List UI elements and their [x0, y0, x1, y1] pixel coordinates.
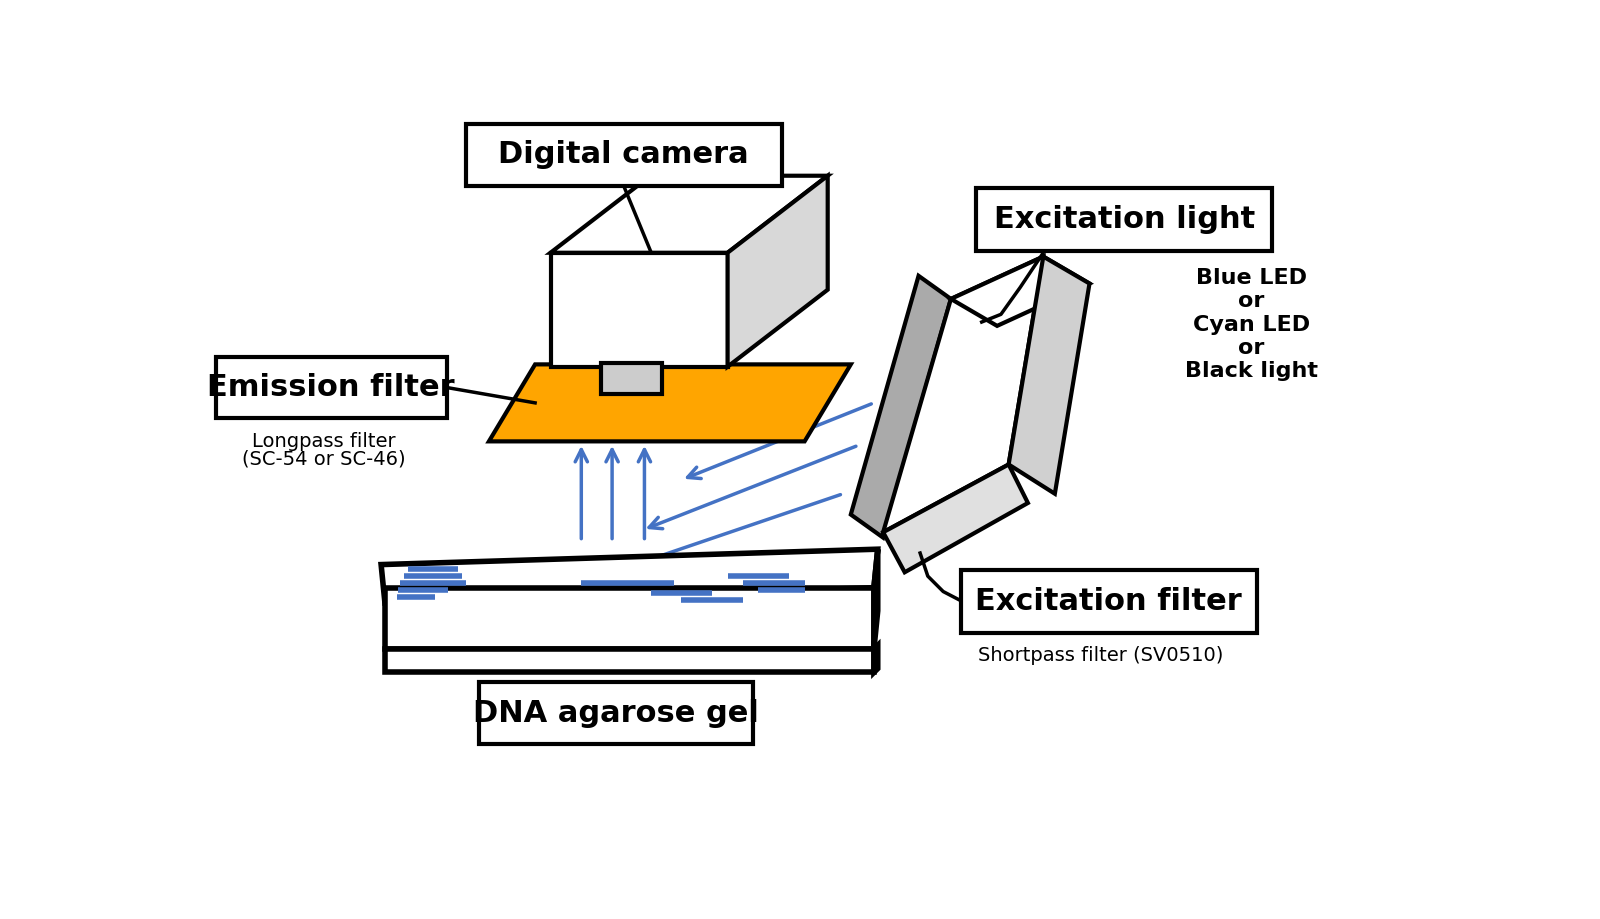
Polygon shape — [883, 256, 1043, 532]
Bar — [386, 650, 874, 673]
Polygon shape — [950, 256, 1090, 326]
Polygon shape — [883, 464, 1027, 573]
FancyBboxPatch shape — [480, 683, 752, 744]
Text: Blue LED
or
Cyan LED
or
Black light: Blue LED or Cyan LED or Black light — [1184, 268, 1318, 381]
Text: Excitation light: Excitation light — [994, 205, 1254, 234]
Text: Emission filter: Emission filter — [208, 373, 454, 402]
FancyBboxPatch shape — [466, 124, 781, 186]
Polygon shape — [490, 364, 851, 441]
Bar — [386, 587, 874, 650]
Polygon shape — [381, 550, 878, 603]
Text: Digital camera: Digital camera — [498, 141, 749, 169]
Polygon shape — [874, 645, 878, 673]
Text: Shortpass filter (SV0510): Shortpass filter (SV0510) — [978, 646, 1224, 665]
FancyBboxPatch shape — [216, 357, 446, 418]
FancyBboxPatch shape — [976, 188, 1272, 251]
Polygon shape — [851, 276, 950, 538]
FancyBboxPatch shape — [960, 570, 1258, 633]
Polygon shape — [874, 550, 878, 650]
Polygon shape — [550, 176, 827, 253]
Bar — [550, 253, 728, 367]
Text: Excitation filter: Excitation filter — [976, 587, 1242, 616]
Text: DNA agarose gel: DNA agarose gel — [474, 698, 758, 728]
Polygon shape — [728, 176, 827, 367]
Polygon shape — [1008, 256, 1090, 494]
Bar — [600, 363, 662, 393]
Text: Longpass filter: Longpass filter — [251, 432, 395, 451]
Text: (SC-54 or SC-46): (SC-54 or SC-46) — [242, 449, 405, 468]
